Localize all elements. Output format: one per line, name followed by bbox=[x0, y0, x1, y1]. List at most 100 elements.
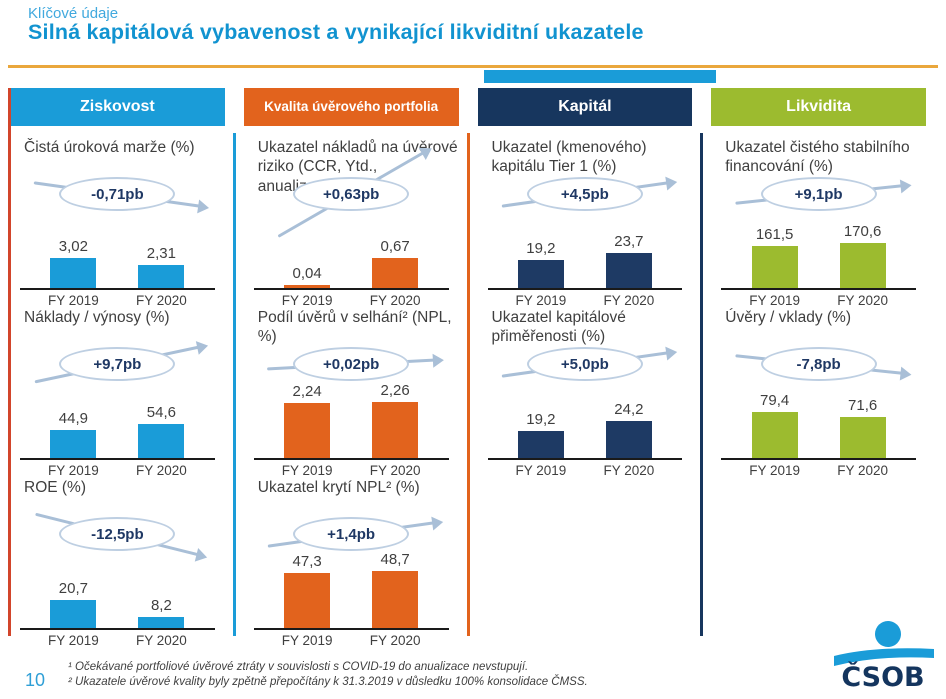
value-bar bbox=[751, 412, 798, 458]
category-labels: FY 2019 FY 2020 bbox=[711, 463, 926, 478]
value-label: 54,6 bbox=[146, 404, 176, 421]
chart-tier1: Ukazatel (kmenového) kapitálu Tier 1 (%)… bbox=[478, 138, 693, 308]
category-label: FY 2019 bbox=[749, 293, 801, 308]
change-badge-wrap: +9,1pb bbox=[711, 177, 926, 211]
value-bar bbox=[517, 431, 564, 458]
value-label: 2,24 bbox=[292, 383, 322, 400]
value-bar bbox=[138, 424, 185, 458]
category-label: FY 2019 bbox=[515, 293, 567, 308]
chart-title: ROE (%) bbox=[24, 479, 86, 496]
change-value: +9,1pb bbox=[760, 177, 877, 211]
chart-nsfr: Ukazatel čistého stabilního financování … bbox=[711, 138, 926, 308]
change-value: +1,4pb bbox=[293, 517, 410, 551]
bars: 47,3 48,7 bbox=[244, 550, 459, 628]
columns: Ziskovost Čistá úroková marže (%) -0,71pb 3… bbox=[8, 88, 926, 648]
axis-baseline bbox=[253, 288, 449, 290]
bar-chart: 3,02 2,31 FY 2019 FY 2020 bbox=[10, 210, 225, 308]
footnote-1: ¹ Očekávané portfoliové úvěrové ztráty v… bbox=[68, 661, 529, 673]
change-badge: -7,8pb bbox=[734, 347, 903, 381]
category-labels: FY 2019 FY 2020 bbox=[10, 463, 225, 478]
logo-head-icon bbox=[875, 621, 901, 647]
kapital-tab-highlight bbox=[484, 70, 716, 83]
change-value: +0,63pb bbox=[293, 177, 410, 211]
value-bar bbox=[751, 246, 798, 288]
category-label: FY 2019 bbox=[515, 463, 567, 478]
value-bar bbox=[284, 573, 331, 628]
category-label: FY 2019 bbox=[47, 463, 99, 478]
bar-group: 54,6 bbox=[138, 404, 185, 458]
axis-baseline bbox=[20, 458, 215, 460]
bar-chart: 19,2 24,2 FY 2019 FY 2020 bbox=[478, 380, 693, 478]
bar-chart: 79,4 71,6 FY 2019 FY 2020 bbox=[711, 380, 926, 478]
bar-group: 47,3 bbox=[284, 553, 331, 628]
category-label: FY 2020 bbox=[837, 293, 889, 308]
value-label: 8,2 bbox=[150, 597, 172, 614]
value-bar bbox=[50, 430, 97, 458]
change-value: +4,5pb bbox=[526, 177, 643, 211]
category-labels: FY 2019 FY 2020 bbox=[244, 293, 459, 308]
change-badge: +9,1pb bbox=[734, 177, 903, 211]
value-bar bbox=[50, 258, 97, 288]
bar-group: 48,7 bbox=[372, 551, 419, 628]
category-labels: FY 2019 FY 2020 bbox=[10, 293, 225, 308]
chart-title: Úvěry / vklady (%) bbox=[725, 309, 851, 326]
change-value: -0,71pb bbox=[59, 177, 176, 211]
bar-group: 2,31 bbox=[138, 245, 185, 288]
category-label: FY 2019 bbox=[281, 633, 333, 648]
logo-text: ČSOB bbox=[841, 661, 924, 690]
chart-title: Ukazatel čistého stabilního financování … bbox=[725, 139, 910, 176]
value-bar bbox=[372, 571, 419, 628]
column-likvidita: Likvidita Ukazatel čistého stabilního fin… bbox=[700, 88, 926, 640]
change-badge-wrap: -7,8pb bbox=[711, 347, 926, 381]
value-bar bbox=[605, 421, 652, 458]
change-value: -12,5pb bbox=[59, 517, 176, 551]
chart-naklady-vynosy: Náklady / výnosy (%) +9,7pb 44,9 54,6 FY 201… bbox=[10, 308, 225, 478]
change-badge: -12,5pb bbox=[35, 512, 200, 556]
change-badge: +0,63pb bbox=[275, 150, 427, 238]
value-label: 20,7 bbox=[58, 580, 88, 597]
value-label: 24,2 bbox=[614, 401, 644, 418]
category-label: FY 2020 bbox=[135, 463, 187, 478]
bar-chart: 44,9 54,6 FY 2019 FY 2020 bbox=[10, 380, 225, 478]
column-kvalita-portfolia: Kvalita úvěrového portfolia Ukazatel nákl… bbox=[232, 88, 459, 648]
bar-group: 19,2 bbox=[517, 240, 564, 288]
value-bar bbox=[605, 253, 652, 288]
change-badge-wrap: -12,5pb bbox=[10, 512, 225, 556]
bar-group: 0,04 bbox=[284, 265, 331, 288]
column-header-likvidita: Likvidita bbox=[711, 88, 926, 126]
category-label: FY 2019 bbox=[47, 633, 99, 648]
bar-chart: 0,04 0,67 FY 2019 FY 2020 bbox=[244, 210, 459, 308]
change-badge: +5,0pb bbox=[501, 347, 669, 381]
chart-title: Čistá úroková marže (%) bbox=[24, 139, 195, 156]
category-label: FY 2020 bbox=[603, 463, 655, 478]
bars: 20,7 8,2 bbox=[10, 550, 225, 628]
bars: 161,5 170,6 bbox=[711, 210, 926, 288]
axis-baseline bbox=[721, 458, 916, 460]
value-label: 79,4 bbox=[760, 392, 790, 409]
value-label: 161,5 bbox=[755, 226, 794, 243]
chart-title: Náklady / výnosy (%) bbox=[24, 309, 170, 326]
category-label: FY 2019 bbox=[47, 293, 99, 308]
chart-uvery-vklady: Úvěry / vklady (%) -7,8pb 79,4 71,6 FY 2019 F… bbox=[711, 308, 926, 478]
column-header-kvalita-portfolia: Kvalita úvěrového portfolia bbox=[243, 88, 459, 126]
category-label: FY 2019 bbox=[281, 463, 333, 478]
category-labels: FY 2019 FY 2020 bbox=[478, 293, 693, 308]
category-label: FY 2019 bbox=[749, 463, 801, 478]
axis-baseline bbox=[253, 458, 449, 460]
bar-group: 170,6 bbox=[839, 223, 886, 288]
value-label: 3,02 bbox=[58, 238, 88, 255]
value-label: 71,6 bbox=[848, 397, 878, 414]
column-header-ziskovost: Ziskovost bbox=[10, 88, 225, 126]
value-label: 2,31 bbox=[146, 245, 176, 262]
bars: 0,04 0,67 bbox=[244, 210, 459, 288]
value-bar bbox=[839, 417, 886, 458]
value-bar bbox=[517, 260, 564, 288]
chart-cista-urokova-marze: Čistá úroková marže (%) -0,71pb 3,02 2,31 FY… bbox=[10, 138, 225, 308]
category-label: FY 2020 bbox=[135, 633, 187, 648]
change-badge-wrap: -0,71pb bbox=[10, 177, 225, 211]
bars: 3,02 2,31 bbox=[10, 210, 225, 288]
bars: 44,9 54,6 bbox=[10, 380, 225, 458]
value-label: 48,7 bbox=[380, 551, 410, 568]
change-badge: +1,4pb bbox=[267, 517, 435, 551]
